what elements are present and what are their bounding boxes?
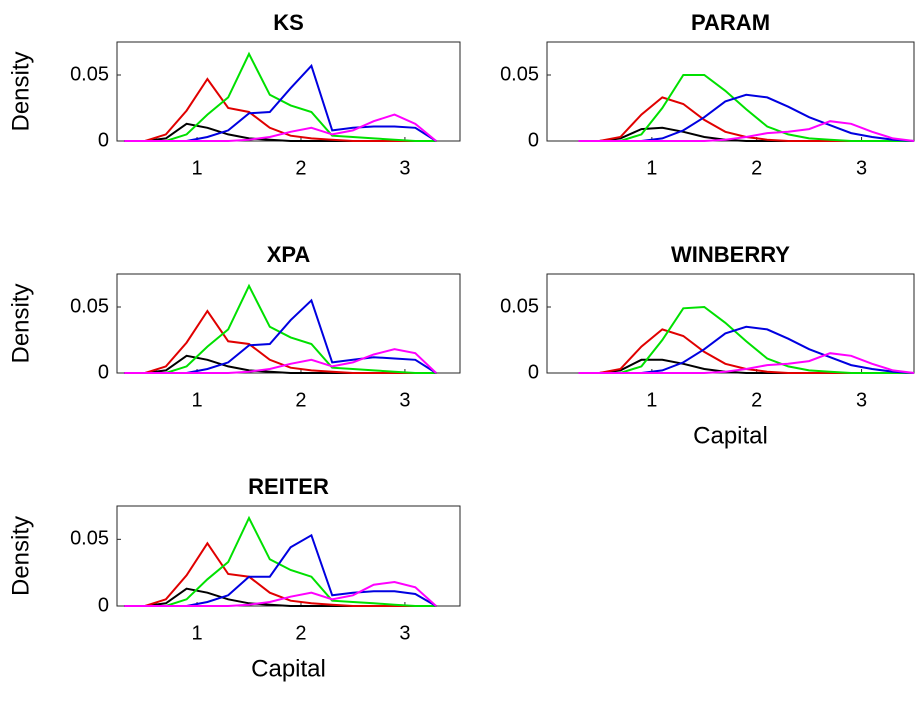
subplot-title: XPA [267,242,311,267]
x-tick-label: 1 [646,157,657,179]
y-axis-label: Density [7,51,34,131]
x-tick-label: 1 [646,389,657,411]
x-tick-label: 1 [191,389,202,411]
density-line [578,74,914,142]
x-tick-label: 3 [399,622,410,644]
x-tick-label: 3 [399,157,410,179]
subplot-title: WINBERRY [671,242,790,267]
x-tick-label: 3 [399,389,410,411]
x-tick-label: 2 [751,157,762,179]
density-line [124,348,437,374]
y-tick-label: 0.05 [500,63,539,85]
y-tick-label: 0.05 [70,528,109,550]
density-line [124,309,437,374]
y-tick-label: 0 [98,594,109,616]
axes-box [116,505,461,607]
x-tick-label: 2 [751,389,762,411]
y-axis-label: Density [7,283,34,363]
density-line [578,120,915,142]
y-tick-label: 0.05 [70,63,109,85]
y-tick-label: 0 [98,129,109,151]
x-tick-label: 3 [856,389,867,411]
x-tick-label: 1 [191,157,202,179]
density-line [124,580,437,607]
y-tick-label: 0 [98,361,109,383]
density-line [124,541,437,607]
density-line [578,305,914,374]
density-line [124,298,437,374]
y-tick-label: 0 [528,361,539,383]
density-line [124,113,437,142]
y-tick-label: 0.05 [70,295,109,317]
x-tick-label: 3 [856,157,867,179]
x-tick-label: 2 [295,389,306,411]
x-tick-label: 2 [295,157,306,179]
y-axis-label: Density [7,516,34,596]
subplot-title: PARAM [691,10,770,35]
density-line [124,533,437,607]
subplot-title: KS [273,10,304,35]
x-tick-label: 1 [191,622,202,644]
subplot-title: REITER [248,474,329,499]
x-axis-label: Capital [693,422,768,449]
y-tick-label: 0 [528,129,539,151]
x-axis-label: Capital [251,655,326,682]
density-line [124,515,437,607]
density-line [578,352,915,374]
x-tick-label: 2 [295,622,306,644]
density-line [124,77,437,142]
y-tick-label: 0.05 [500,295,539,317]
